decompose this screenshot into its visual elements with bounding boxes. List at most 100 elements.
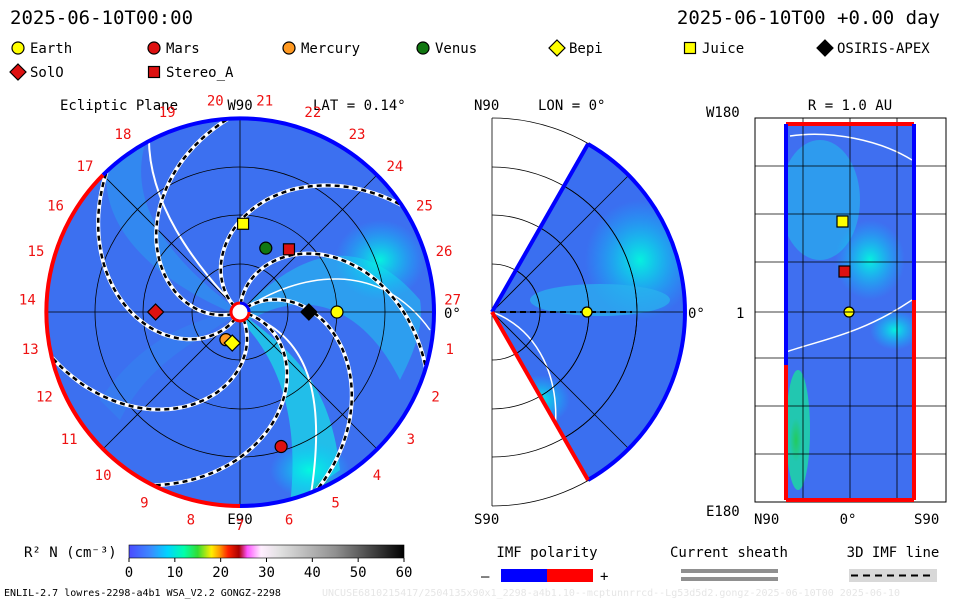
current-sheath-legend: Current sheath [670, 545, 788, 581]
current-sheath-title: Current sheath [670, 545, 788, 561]
density-streamer [106, 130, 241, 316]
density-streamer [530, 284, 670, 316]
colorbar-tick-label: 10 [166, 565, 183, 581]
legend-label-mars: Mars [166, 41, 200, 57]
ecliptic-bottom-label: E90 [227, 512, 252, 528]
colorbar-tick-label: 0 [125, 565, 133, 581]
earth-marker [581, 306, 593, 318]
density-enhancement [335, 220, 425, 300]
imf-lines [46, 118, 430, 502]
carrington-tick-label: 13 [22, 342, 39, 358]
imf-line [239, 252, 430, 381]
colorbar-tick-label: 30 [258, 565, 275, 581]
polarity-ring-positive [44, 173, 241, 508]
legend-label-solo: SolO [30, 65, 64, 81]
carrington-tick-label: 7 [236, 518, 244, 534]
meridional-bottom-label: S90 [474, 512, 499, 528]
juice-marker [236, 217, 250, 230]
density-enhancement [790, 418, 802, 462]
colorbar-tick-label: 60 [396, 565, 413, 581]
imf-polarity-legend: IMF polarity – + [481, 545, 608, 585]
meridional-right-label: 0° [688, 306, 705, 322]
mars-marker [274, 439, 288, 454]
current-sheath-swatch [681, 569, 778, 573]
juice-legend-marker [683, 41, 697, 55]
imf-positive-swatch [547, 569, 593, 582]
stereo-a-legend-marker [147, 65, 161, 79]
colorbar-tick-label: 20 [212, 565, 229, 581]
polarity-ring-negative [239, 311, 436, 508]
osiris-apex-legend-marker [816, 39, 834, 57]
ecliptic-top-label: W90 [227, 98, 252, 114]
carrington-tick-label: 11 [61, 432, 78, 448]
earth-view-xlabel-n: N90 [754, 512, 779, 528]
object-legend: Earth Mars Mercury Venus Bepi Juice OSIRIS-APE… [9, 39, 930, 81]
carrington-tick-label: 8 [187, 512, 195, 528]
current-sheath-line [239, 278, 431, 331]
imf-line-legend: 3D IMF line [847, 545, 940, 582]
imf-minus: – [481, 569, 490, 585]
current-sheath-line [147, 119, 241, 313]
carrington-tick-label: 15 [28, 244, 45, 260]
venus-legend-marker [416, 41, 430, 55]
carrington-tick-label: 3 [407, 432, 415, 448]
imf-line-title: 3D IMF line [847, 545, 940, 561]
carrington-tick-label: 18 [115, 127, 132, 143]
carrington-tick-label: 19 [159, 105, 176, 121]
carrington-tick-label: 5 [331, 495, 339, 511]
carrington-tick-label: 21 [256, 93, 273, 109]
current-sheath-line [492, 311, 557, 431]
carrington-tick-label: 14 [19, 293, 36, 309]
stereo-a-marker [282, 243, 296, 256]
imf-plus: + [600, 569, 608, 585]
meridional-polarity-edge [490, 143, 590, 313]
legend-label-venus: Venus [435, 41, 477, 57]
carrington-tick-label: 23 [349, 127, 366, 143]
earth-view-panel: W180 R = 1.0 AU 1 E180 N90 0° S90 [706, 98, 947, 528]
meridional-top-label: N90 [474, 98, 499, 114]
carrington-tick-label: 12 [36, 389, 53, 405]
earth-view-top-left: W180 [706, 105, 740, 121]
carrington-tick-label: 6 [285, 512, 293, 528]
mercury-legend-marker [282, 41, 296, 55]
legend-label-osiris-apex: OSIRIS-APEX [837, 41, 930, 57]
mars-legend-marker [147, 41, 161, 55]
earth-view-title: R = 1.0 AU [808, 98, 892, 114]
density-streamer [786, 140, 860, 260]
carrington-tick-label: 20 [207, 93, 224, 109]
colorbar: R² N (cm⁻³) 0 10 20 30 40 50 60 [24, 544, 413, 581]
footer-run-info: ENLIL-2.7 lowres-2298-a4b1 WSA_V2.2 GONG… [4, 588, 281, 599]
density-enhancement [870, 310, 914, 350]
colorbar-tick-label: 50 [350, 565, 367, 581]
earth-view-bottom-left: E180 [706, 504, 740, 520]
carrington-tick-label: 27 [444, 293, 461, 309]
legend-label-stereo-a: Stereo_A [166, 65, 234, 81]
current-sheath-swatch [681, 577, 778, 581]
earth-view-xlabel-0: 0° [840, 512, 857, 528]
imf-negative-swatch [501, 569, 547, 582]
ecliptic-title: Ecliptic Plane [60, 98, 178, 114]
carrington-tick-label: 16 [47, 199, 64, 215]
imf-line [154, 118, 241, 317]
timestamp-left: 2025-06-10T00:00 [10, 7, 193, 29]
earth-view-mid-label: 1 [736, 306, 744, 322]
colorbar-ticks: 0 10 20 30 40 50 60 [125, 558, 413, 581]
carrington-tick-label: 26 [436, 244, 453, 260]
stereo-a-marker [838, 265, 851, 278]
colorbar-tick-label: 40 [304, 565, 321, 581]
imf-line [219, 184, 414, 308]
carrington-tick-label: 1 [446, 342, 454, 358]
ecliptic-lat-label: LAT = 0.14° [313, 98, 406, 114]
carrington-tick-label: 24 [387, 159, 404, 175]
current-sheath-line [789, 133, 913, 161]
legend-label-bepi: Bepi [569, 41, 603, 57]
legend-label-earth: Earth [30, 41, 72, 57]
polarity-ring-negative [101, 116, 436, 313]
carrington-tick-label: 4 [373, 468, 381, 484]
carrington-tick-label: 10 [95, 468, 112, 484]
colorbar-label: R² N (cm⁻³) [24, 545, 117, 561]
legend-label-juice: Juice [702, 41, 744, 57]
density-streamer [100, 310, 240, 420]
ecliptic-panel: Ecliptic Plane LAT = 0.14° W90 E90 0° [19, 93, 461, 534]
